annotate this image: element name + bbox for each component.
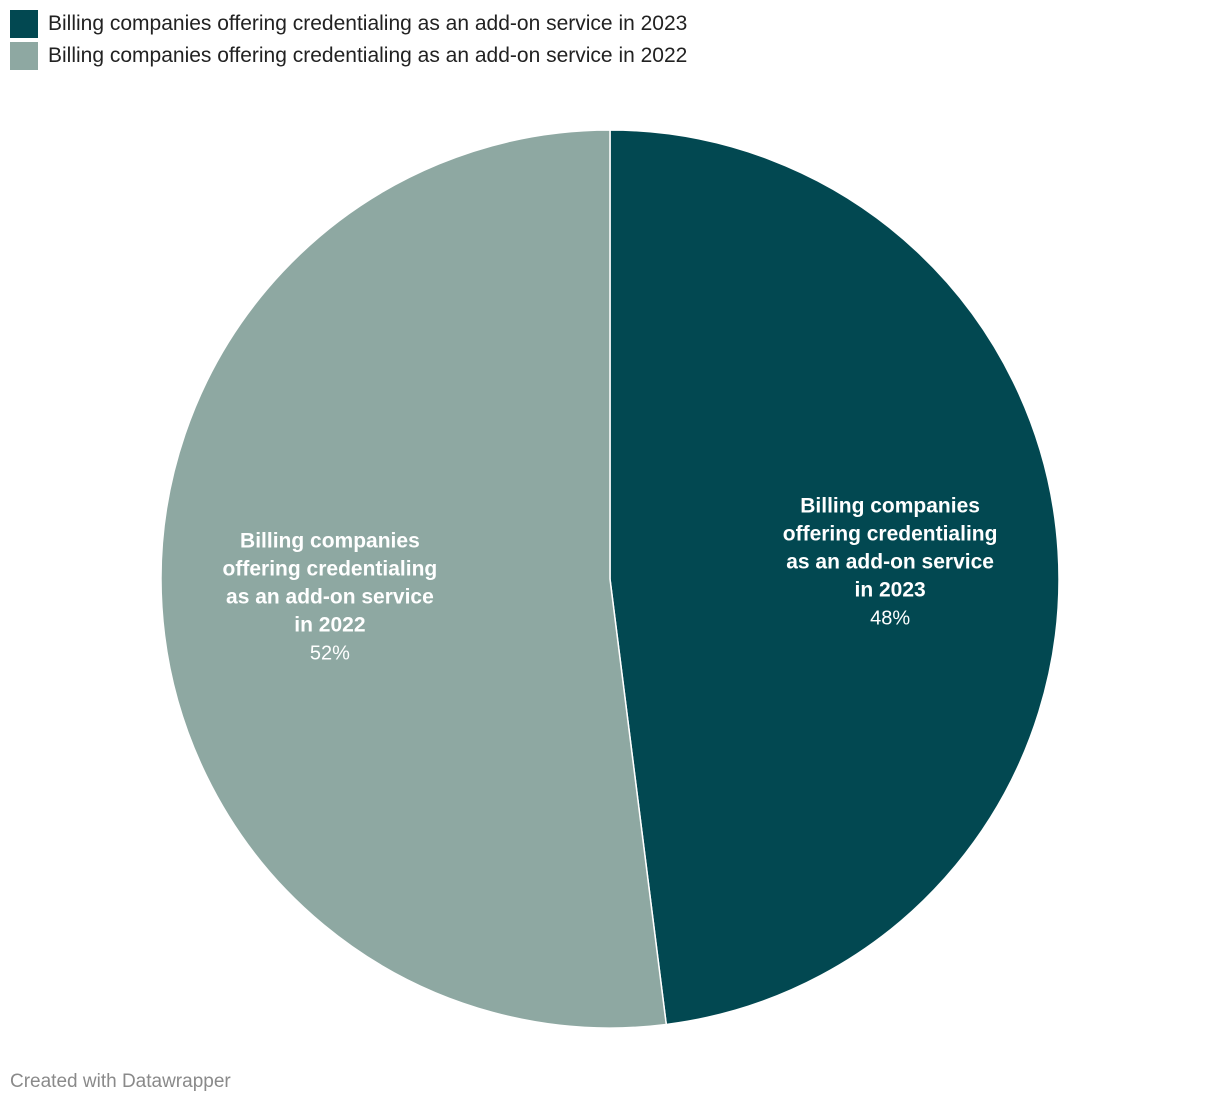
slice-label-line: in 2023 — [854, 578, 925, 601]
legend-swatch-2022 — [10, 42, 38, 70]
legend-swatch-2023 — [10, 10, 38, 38]
slice-label-line: as an add-on service — [226, 586, 434, 609]
credit-text: Created with Datawrapper — [10, 1071, 231, 1092]
legend-item-2022: Billing companies offering credentialing… — [10, 40, 687, 72]
legend: Billing companies offering credentialing… — [10, 8, 687, 72]
slice-label-line: offering credentialing — [223, 558, 438, 581]
slice-label-0: Billing companies offering credentialing a… — [783, 494, 998, 601]
slice-label-line: Billing companies — [240, 530, 420, 553]
pie-slice-1 — [160, 129, 668, 1029]
slice-label-1: Billing companies offering credentialing a… — [223, 530, 438, 637]
slice-label-line: offering credentialing — [783, 522, 998, 545]
legend-item-2023: Billing companies offering credentialing… — [10, 8, 687, 40]
pie-slice-0 — [609, 129, 1060, 1026]
slice-value-1: 52% — [310, 643, 350, 665]
slice-label-line: in 2022 — [294, 614, 365, 637]
slice-value-0: 48% — [870, 607, 910, 629]
legend-label-2023: Billing companies offering credentialing… — [48, 12, 688, 35]
slice-label-line: Billing companies — [800, 494, 980, 517]
slice-label-line: as an add-on service — [786, 550, 994, 573]
legend-label-2022: Billing companies offering credentialing… — [48, 44, 688, 67]
